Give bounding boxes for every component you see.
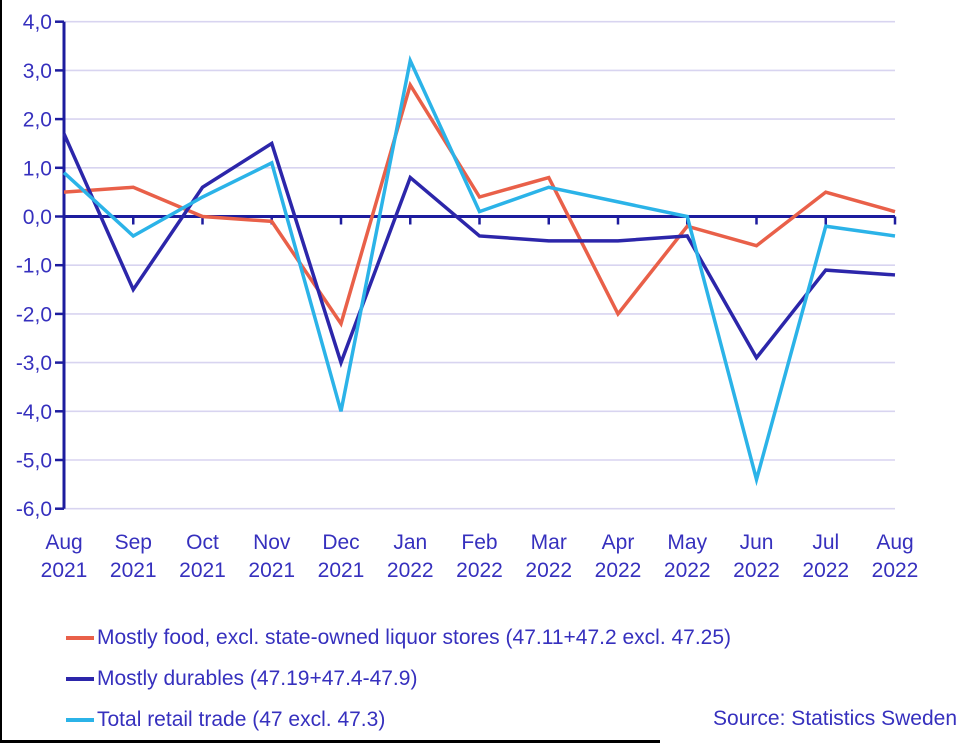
x-tick-label-year: 2022 [456, 559, 503, 582]
x-tick-label-year: 2021 [41, 559, 88, 582]
x-tick-label-month: Oct [186, 531, 219, 554]
y-tick-label: -2,0 [16, 303, 52, 326]
legend-label-mostly-durables: Mostly durables (47.19+47.4-47.9) [97, 666, 418, 690]
series-line-1 [62, 132, 896, 368]
x-tick-label-month: Feb [461, 531, 497, 554]
y-tick-label: -6,0 [16, 498, 52, 521]
legend-marker-mostly-food [66, 635, 94, 640]
x-tick-label-year: 2022 [872, 559, 919, 582]
legend-label-mostly-food: Mostly food, excl. state-owned liquor st… [97, 625, 732, 649]
x-tick-label-year: 2021 [179, 559, 226, 582]
legend-item-mostly-durables: Mostly durables (47.19+47.4-47.9) [66, 658, 731, 699]
window-border-bottom [0, 740, 660, 743]
x-tick-label-month: Dec [322, 531, 359, 554]
y-tick-label: -1,0 [16, 255, 52, 278]
y-tick-label: -3,0 [16, 352, 52, 375]
x-tick-label-year: 2022 [664, 559, 711, 582]
x-tick-label-month: Mar [531, 531, 567, 554]
legend-marker-mostly-durables [66, 676, 94, 681]
source-note: Source: Statistics Sweden [713, 707, 957, 730]
x-tick-label-month: Jun [740, 531, 774, 554]
x-tick-label-year: 2022 [595, 559, 642, 582]
x-tick-label-month: Aug [876, 531, 913, 554]
x-tick-label-year: 2022 [525, 559, 572, 582]
x-tick-label-month: Jan [393, 531, 427, 554]
x-tick-label-year: 2021 [318, 559, 365, 582]
x-tick-label-year: 2021 [110, 559, 157, 582]
legend-item-total-retail: Total retail trade (47 excl. 47.3) [66, 699, 731, 740]
y-tick-label: 4,0 [23, 11, 52, 34]
x-tick-label-month: Jul [812, 531, 839, 554]
x-tick-label-month: Sep [115, 531, 152, 554]
y-tick-label: -5,0 [16, 450, 52, 473]
x-tick-label-year: 2022 [733, 559, 780, 582]
x-tick-label-year: 2022 [802, 559, 849, 582]
y-tick-label: 0,0 [23, 206, 52, 229]
y-tick-label: 3,0 [23, 60, 52, 83]
legend-marker-total-retail [66, 717, 94, 722]
y-tick-label: 1,0 [23, 157, 52, 180]
x-tick-label-month: Aug [45, 531, 82, 554]
chart-legend: Mostly food, excl. state-owned liquor st… [66, 617, 731, 740]
window-border-left [0, 0, 2, 743]
x-tick-label-year: 2022 [387, 559, 434, 582]
x-tick-label-month: May [667, 531, 707, 554]
retail-trade-line-chart: 4,0 3,0 2,0 1,0 0,0 -1,0 -2,0 -3,0 -4,0 -5,0 -6,0 A… [16, 11, 919, 582]
x-tick-label-year: 2021 [248, 559, 295, 582]
series-line-2 [62, 55, 896, 487]
y-tick-label: -4,0 [16, 401, 52, 424]
y-tick-label: 2,0 [23, 109, 52, 132]
legend-item-mostly-food: Mostly food, excl. state-owned liquor st… [66, 617, 731, 658]
series-line-0 [63, 80, 896, 328]
legend-label-total-retail: Total retail trade (47 excl. 47.3) [97, 707, 386, 731]
x-tick-label-month: Apr [602, 531, 635, 554]
x-tick-label-month: Nov [253, 531, 291, 554]
